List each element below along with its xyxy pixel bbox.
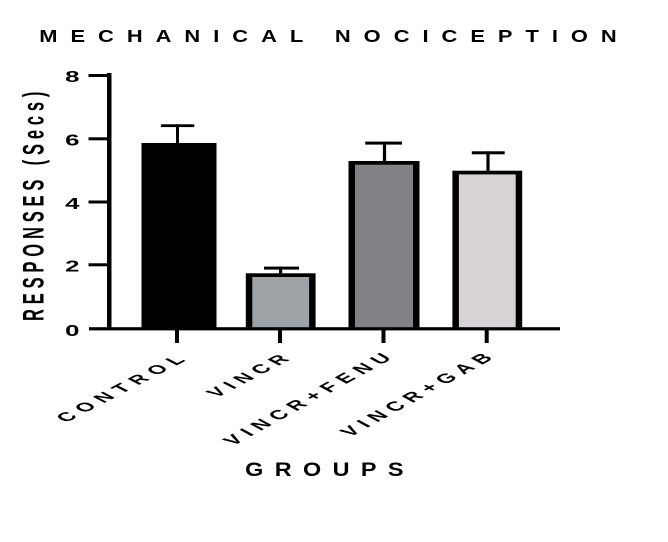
- svg-text:RESPONSES (Secs): RESPONSES (Secs): [17, 87, 50, 321]
- svg-text:0: 0: [65, 322, 79, 340]
- svg-text:GROUPS: GROUPS: [245, 459, 415, 481]
- svg-text:8: 8: [65, 68, 80, 86]
- svg-text:2: 2: [65, 258, 79, 276]
- svg-text:4: 4: [65, 195, 80, 213]
- svg-text:6: 6: [65, 132, 80, 150]
- svg-text:MECHANICAL NOCICEPTION: MECHANICAL NOCICEPTION: [39, 27, 629, 46]
